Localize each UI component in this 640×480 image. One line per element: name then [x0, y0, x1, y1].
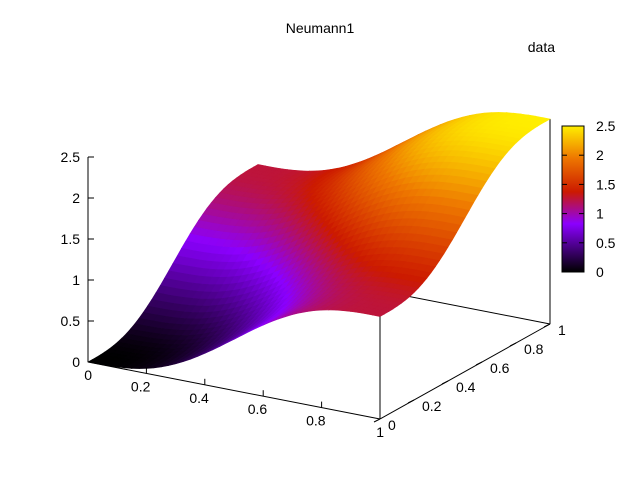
colorbar-tick-label: 1	[596, 206, 604, 222]
legend-label: data	[528, 39, 555, 55]
z-tick-label: 0	[72, 354, 80, 370]
front-axes: 00.20.40.60.81 00.20.40.60.81	[84, 316, 566, 440]
y-tick	[475, 361, 483, 366]
y-tick	[407, 399, 415, 404]
y-tick-label: 0	[388, 417, 396, 433]
z-tick-label: 2.5	[61, 149, 81, 165]
y-tick	[441, 380, 449, 385]
x-tick-label: 0	[84, 367, 92, 383]
y-axis-line	[379, 323, 551, 420]
colorbar-tick-label: 2	[596, 147, 604, 163]
y-tick-label: 0.2	[422, 398, 442, 414]
colorbar-tick-label: 2.5	[596, 118, 616, 134]
x-tick-label: 0.6	[248, 401, 268, 417]
x-axis-line	[87, 361, 381, 420]
y-tick-label: 0.8	[524, 341, 544, 357]
surface-facet	[371, 312, 386, 317]
x-tick-label: 0.8	[306, 413, 326, 429]
colorbar-tick-label: 0	[596, 264, 604, 280]
x-tick-label: 0.4	[189, 390, 209, 406]
y-tick-label: 1	[558, 322, 566, 338]
colorbar-tick-label: 0.5	[596, 235, 616, 251]
colorbar: 0 0.5 1 1.5 2 2.5	[561, 118, 616, 280]
surface-mesh	[87, 112, 551, 369]
colorbar-ticks: 0 0.5 1 1.5 2 2.5	[562, 118, 616, 280]
z-tick-label: 1	[72, 272, 80, 288]
z-tick-label: 2	[72, 190, 80, 206]
y-tick	[543, 323, 551, 328]
colorbar-tick-label: 1.5	[596, 176, 616, 192]
x-tick-label: 1	[376, 424, 384, 440]
y-tick-label: 0.4	[456, 379, 476, 395]
x-tick-label: 0.2	[131, 378, 151, 394]
y-tick	[373, 418, 381, 423]
chart-title: Neumann1	[286, 20, 355, 36]
y-tick	[509, 342, 517, 347]
y-tick-label: 0.6	[490, 360, 510, 376]
z-tick-label: 0.5	[61, 313, 81, 329]
colorbar-gradient	[561, 125, 585, 273]
z-tick-label: 1.5	[61, 231, 81, 247]
